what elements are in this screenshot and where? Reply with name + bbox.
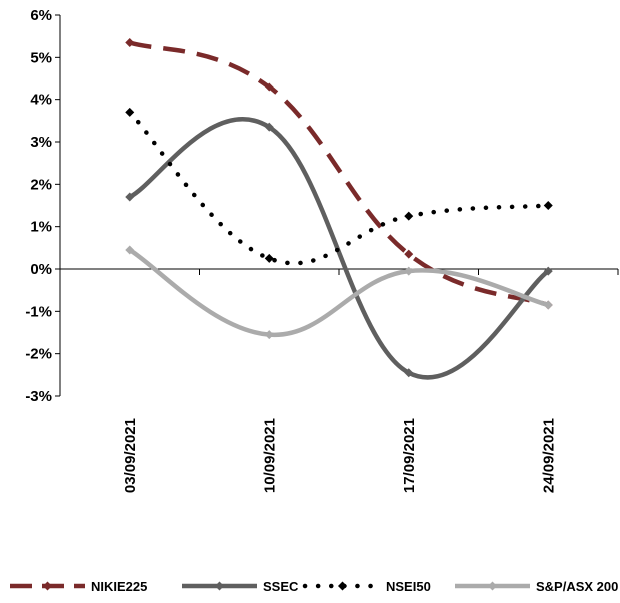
- data-point: [264, 330, 274, 340]
- y-tick-label: -1%: [25, 303, 52, 320]
- y-tick-label: 6%: [30, 7, 52, 24]
- series-2: [125, 107, 553, 266]
- legend-label: SSEC: [263, 579, 299, 594]
- data-point: [404, 211, 414, 221]
- chart-series: [125, 38, 553, 380]
- data-point: [404, 249, 414, 259]
- data-point: [125, 192, 135, 202]
- y-tick-label: 1%: [30, 219, 52, 236]
- legend-marker: [488, 581, 497, 591]
- data-point: [543, 201, 553, 210]
- data-point: [264, 82, 274, 92]
- chart-legend: NIKIE225 SSEC NSEI50 S&P/ASX 200: [10, 579, 618, 594]
- x-tick-label: 17/09/2021: [401, 418, 418, 493]
- series-3: [125, 245, 553, 340]
- x-tick-label: 24/09/2021: [540, 418, 557, 493]
- legend-label: NIKIE225: [91, 579, 147, 594]
- legend-item-2: NSEI50: [302, 579, 431, 594]
- data-point: [125, 38, 135, 48]
- legend-label: S&P/ASX 200: [536, 579, 618, 594]
- y-tick-label: -3%: [25, 388, 52, 405]
- legend-item-1: SSEC: [182, 579, 299, 594]
- y-tick-label: 0%: [30, 261, 52, 278]
- series-line: [127, 110, 551, 266]
- y-tick-label: 5%: [30, 49, 52, 66]
- data-point: [125, 245, 135, 255]
- legend-marker: [215, 581, 224, 591]
- series-line: [128, 248, 549, 337]
- data-point: [404, 266, 414, 276]
- series-line: [128, 117, 550, 380]
- x-tick-label: 03/09/2021: [122, 418, 139, 493]
- legend-marker: [43, 581, 52, 591]
- legend-marker: [338, 581, 347, 591]
- series-line: [129, 40, 550, 308]
- data-point: [543, 266, 553, 276]
- data-point: [125, 107, 135, 117]
- y-tick-label: 4%: [30, 92, 52, 109]
- legend-item-3: S&P/ASX 200: [455, 579, 618, 594]
- data-point: [404, 368, 414, 378]
- legend-item-0: NIKIE225: [10, 579, 147, 594]
- y-tick-label: -2%: [25, 346, 52, 363]
- data-point: [264, 122, 274, 132]
- data-point: [543, 300, 553, 310]
- series-1: [125, 117, 553, 380]
- x-tick-label: 10/09/2021: [261, 418, 278, 493]
- y-tick-label: 3%: [30, 134, 52, 151]
- legend-label: NSEI50: [386, 579, 431, 594]
- data-point: [264, 253, 274, 263]
- chart-axes: -3% -2% -1% 0% 1% 2% 3% 4% 5% 6% 03/09/2021 10/09/2…: [25, 7, 619, 493]
- y-tick-label: 2%: [30, 176, 52, 193]
